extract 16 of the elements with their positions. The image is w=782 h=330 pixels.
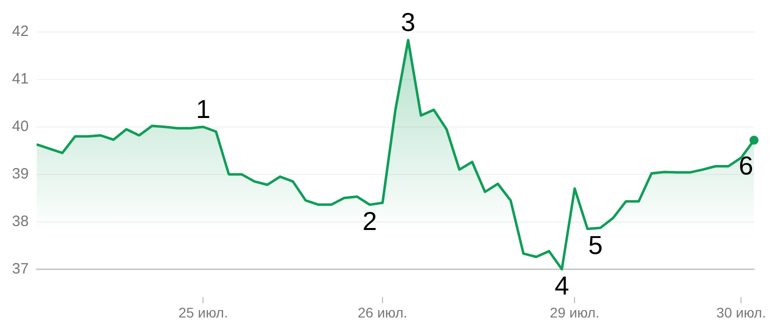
y-tick-label: 42 <box>12 23 29 40</box>
annotation: 3 <box>400 7 416 38</box>
x-tick-label: 29 июл. <box>550 304 600 320</box>
x-tick-label: 26 июл. <box>358 304 408 320</box>
annotation: 2 <box>362 206 377 236</box>
annotation: 5 <box>588 230 603 260</box>
y-tick-label: 40 <box>12 118 29 136</box>
y-tick-label: 41 <box>12 70 29 88</box>
annotation: 6 <box>738 150 754 180</box>
y-tick-label: 38 <box>12 212 29 230</box>
annotation: 1 <box>196 94 210 124</box>
y-tick-label: 37 <box>12 260 29 278</box>
x-tick-label: 30 июл. <box>716 304 766 320</box>
y-tick-label: 39 <box>12 165 29 182</box>
annotation: 4 <box>554 270 570 300</box>
x-tick-label: 25 июл. <box>178 304 228 320</box>
